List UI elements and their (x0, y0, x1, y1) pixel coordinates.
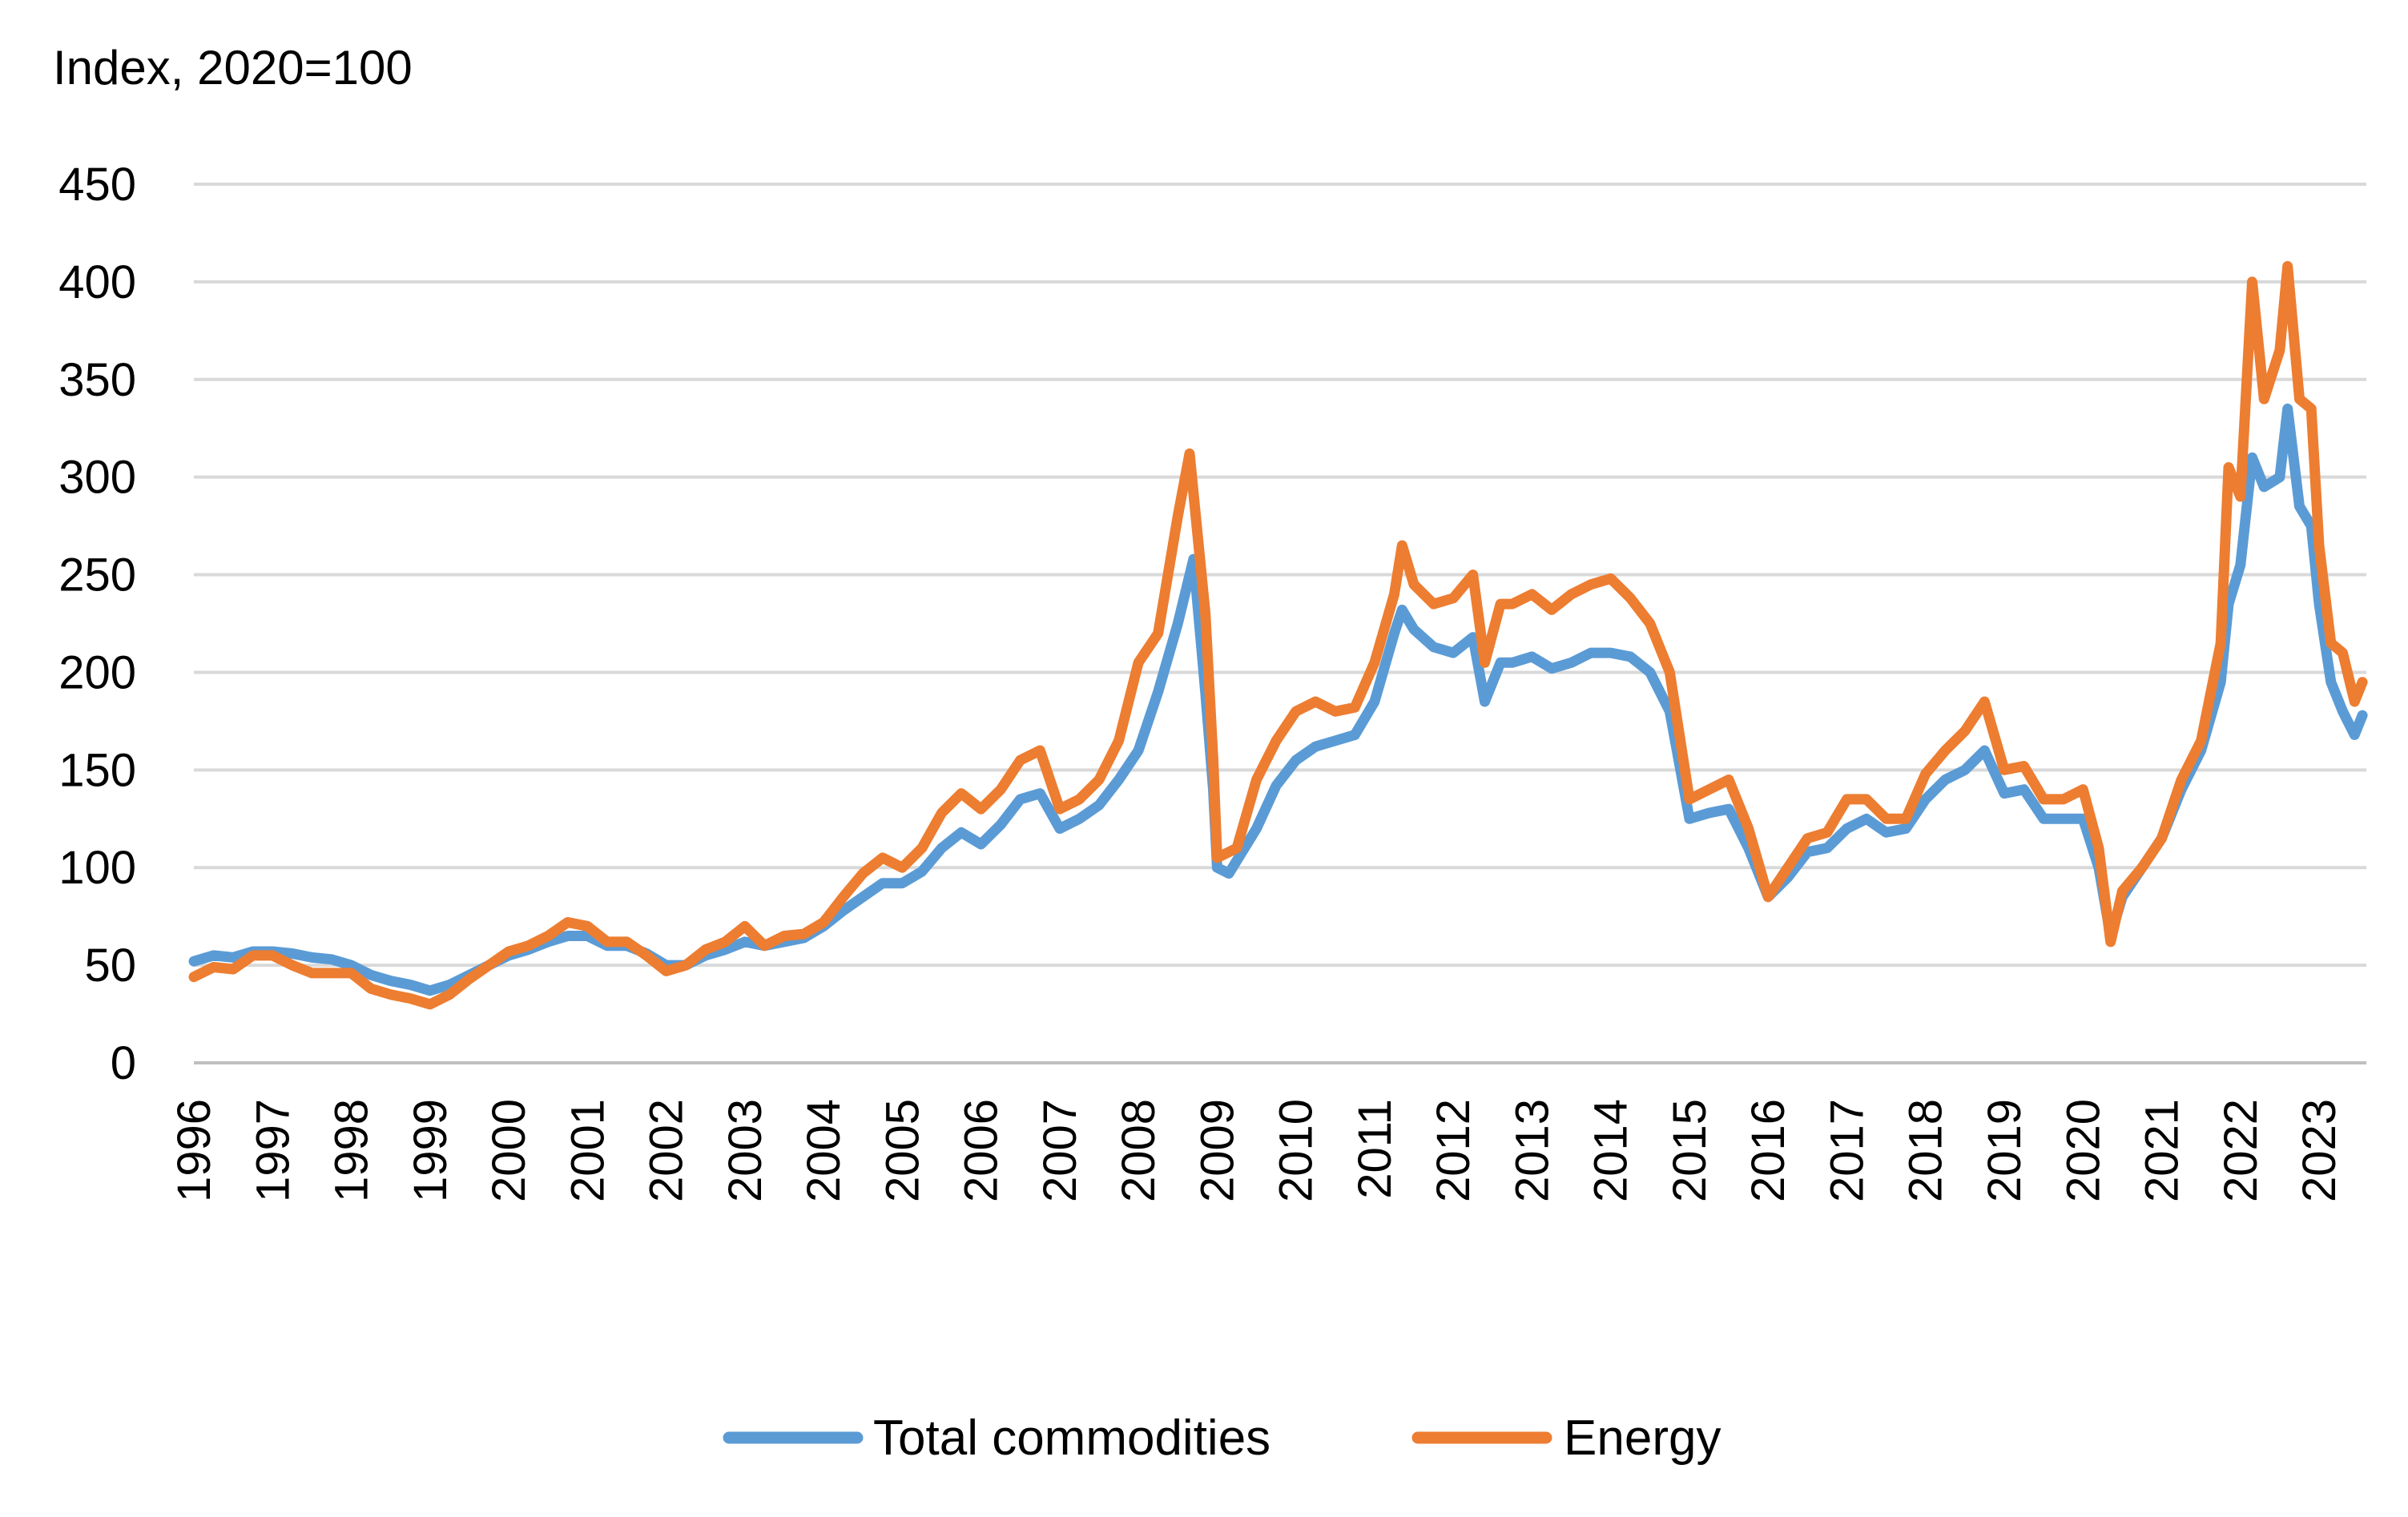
x-tick-label: 2020 (2057, 1099, 2109, 1202)
x-tick-label: 2023 (2293, 1099, 2346, 1202)
x-tick-label: 2017 (1821, 1099, 1873, 1202)
y-tick-label: 0 (111, 1037, 136, 1089)
x-tick-label: 2009 (1191, 1099, 1243, 1202)
series-lines (188, 260, 2368, 1010)
x-tick-label: 2006 (956, 1099, 1008, 1202)
legend-label: Energy (1564, 1410, 1721, 1466)
x-tick-labels: 1996 1997 1998 1999 2000 2001 2002 2003 2004 2005… (168, 1099, 2346, 1202)
x-tick-label: 2013 (1506, 1099, 1558, 1202)
y-tick-label: 50 (84, 940, 136, 992)
legend: Total commodities Energy (723, 1410, 1721, 1466)
series-line-total-commodities (188, 403, 2368, 996)
y-tick-label: 250 (58, 549, 136, 602)
x-tick-label: 2000 (483, 1099, 535, 1202)
x-tick-label: 2021 (2136, 1099, 2189, 1202)
x-tick-label: 2002 (641, 1099, 693, 1202)
x-tick-label: 2001 (562, 1099, 614, 1202)
y-tick-label: 400 (58, 256, 136, 308)
x-tick-label: 2015 (1664, 1099, 1716, 1202)
x-tick-label: 2003 (719, 1099, 771, 1202)
y-tick-label: 200 (58, 646, 136, 698)
x-tick-label: 2019 (1979, 1099, 2031, 1202)
legend-label: Total commodities (873, 1410, 1270, 1466)
x-tick-label: 1999 (405, 1099, 457, 1202)
x-tick-label: 2018 (1900, 1099, 1952, 1202)
x-tick-label: 2012 (1427, 1099, 1480, 1202)
y-tick-label: 100 (58, 842, 136, 894)
series-line-energy (188, 260, 2368, 1010)
y-tick-label: 300 (58, 452, 136, 504)
y-axis-label: Index, 2020=100 (53, 41, 413, 95)
x-tick-label: 1997 (247, 1099, 299, 1202)
gridlines (194, 183, 2366, 1064)
x-tick-label: 2016 (1742, 1099, 1794, 1202)
x-tick-label: 2010 (1270, 1099, 1323, 1202)
x-tick-label: 2014 (1585, 1099, 1637, 1202)
y-tick-label: 150 (58, 744, 136, 796)
x-tick-label: 2007 (1034, 1099, 1086, 1202)
x-tick-label: 1998 (326, 1099, 378, 1202)
x-tick-label: 2005 (876, 1099, 928, 1202)
x-tick-label: 1996 (168, 1099, 220, 1202)
x-tick-label: 2022 (2215, 1099, 2267, 1202)
x-tick-label: 2008 (1113, 1099, 1165, 1202)
y-tick-labels: 0 50 100 150 200 250 300 350 400 450 (58, 159, 136, 1089)
x-tick-label: 2004 (798, 1099, 850, 1202)
y-tick-label: 350 (58, 354, 136, 406)
x-tick-label: 2011 (1349, 1099, 1401, 1199)
y-tick-label: 450 (58, 159, 136, 211)
